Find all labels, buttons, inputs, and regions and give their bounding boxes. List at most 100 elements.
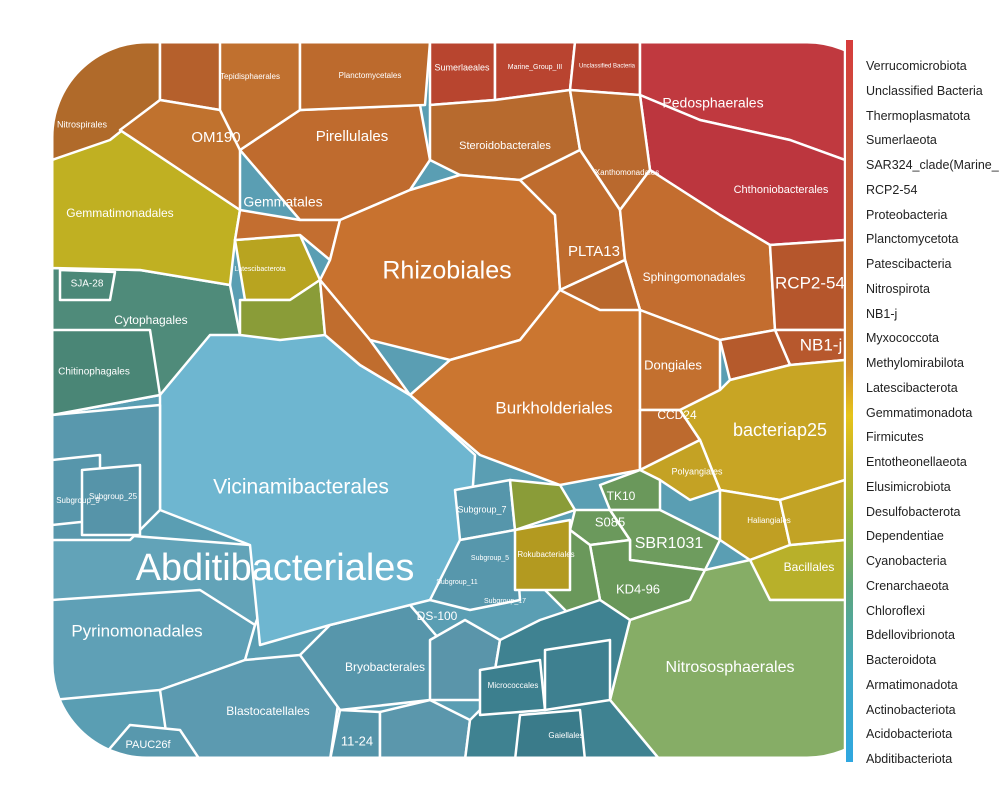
label-bryobacterales: Bryobacterales — [345, 660, 425, 674]
label-unclassified: Unclassified Bacteria — [579, 64, 636, 70]
label-nitrospirales: Nitrospirales — [57, 119, 108, 129]
label-latescibacterota: Latescibacterota — [234, 266, 285, 273]
label-subgroup11: Subgroup_11 — [436, 579, 478, 586]
cell-tk10[interactable] — [598, 468, 662, 512]
legend-item: Myxococcota — [866, 331, 939, 346]
cell-rokubacteriales[interactable] — [513, 518, 572, 592]
label-blastocatellales: Blastocatellales — [226, 704, 309, 718]
label-polyangiales: Polyangiales — [671, 466, 723, 476]
cell-actino-small[interactable] — [543, 638, 612, 712]
label-sbr1031: SBR1031 — [635, 535, 704, 552]
label-marine-group: Marine_Group_III — [508, 64, 563, 71]
cell-sja28[interactable] — [58, 268, 117, 302]
label-kd496: KD4-96 — [616, 581, 660, 596]
cell-subgroup25[interactable] — [80, 463, 142, 537]
label-plta13: PLTA13 — [568, 243, 620, 260]
label-steroidobacterales: Steroidobacterales — [459, 140, 551, 152]
cell-center-small2[interactable] — [558, 258, 642, 312]
label-nb1j: NB1-j — [800, 335, 843, 354]
label-chthoniobacterales: Chthoniobacterales — [734, 184, 829, 196]
legend-item: Abditibacteriota — [866, 752, 953, 766]
label-pirellulales: Pirellulales — [316, 128, 389, 145]
label-pauc26f: PAUC26f — [125, 739, 171, 751]
legend-item: RCP2-54 — [866, 182, 918, 197]
label-nitrososphaerales: Nitrososphaerales — [666, 659, 795, 676]
label-bacteriap25: bacteriap25 — [733, 420, 827, 440]
legend-item: Elusimicrobiota — [866, 479, 951, 494]
cell-center-small[interactable] — [318, 278, 412, 397]
label-chitinophagales: Chitinophagales — [58, 367, 130, 378]
legend-item: Armatimonadota — [866, 677, 958, 692]
legend-item: Patescibacteria — [866, 257, 952, 271]
legend-color-bar — [846, 40, 853, 762]
legend-item: Bacteroidota — [866, 653, 937, 667]
legend-item: Acidobacteriota — [866, 727, 953, 742]
legend-item: Thermoplasmatota — [866, 108, 971, 123]
label-sja28: SJA-28 — [71, 279, 104, 290]
label-abditibacteriales: Abditibacteriales — [136, 547, 415, 589]
label-vicinamibacterales: Vicinamibacterales — [213, 476, 389, 499]
label-pyrinomonadales: Pyrinomonadales — [71, 621, 202, 640]
label-bacillales: Bacillales — [784, 560, 835, 574]
label-subgroup7: Subgroup_7 — [457, 504, 506, 514]
label-s085: S085 — [595, 514, 625, 529]
cell-gaiellales[interactable] — [513, 708, 587, 760]
legend-item: Dependentiae — [866, 529, 944, 544]
legend-item: Proteobacteria — [866, 207, 948, 222]
label-rhizobiales: Rhizobiales — [382, 257, 511, 285]
label-cytophagales: Cytophagales — [114, 313, 187, 327]
legend-item: Unclassified Bacteria — [866, 83, 983, 98]
legend-item: Sumerlaeota — [866, 133, 937, 148]
legend-item: Verrucomicrobiota — [866, 59, 967, 73]
label-xanthomonadales: Xanthomonadales — [595, 168, 660, 177]
legend-item: Bdellovibrionota — [866, 628, 955, 643]
legend-item: Nitrospirota — [866, 281, 930, 296]
voronoi-treemap: Abditibacteriales Pyrinomonadales Blasto… — [50, 40, 845, 760]
legend-item: Methylomirabilota — [866, 356, 964, 370]
cell-planctomycetales[interactable] — [298, 42, 432, 112]
label-rcp254: RCP2-54 — [775, 273, 845, 292]
label-ccd24: CCD24 — [657, 408, 697, 422]
label-1124: 11-24 — [341, 733, 373, 748]
cell-chitinophagales[interactable] — [52, 328, 162, 417]
label-subgroup5: Subgroup_5 — [471, 555, 509, 562]
label-tk10: TK10 — [607, 489, 636, 503]
label-sphingomonadales: Sphingomonadales — [643, 270, 746, 284]
label-om190: OM190 — [191, 129, 240, 146]
legend-item: Crenarchaeota — [866, 578, 949, 593]
legend-item: Chloroflexi — [866, 603, 926, 618]
legend-item: Firmicutes — [866, 430, 924, 445]
label-rokubacteriales: Rokubacteriales — [517, 550, 574, 559]
treemap-frame — [50, 40, 845, 760]
legend-item: Latescibacterota — [866, 380, 958, 395]
legend-item: Planctomycetota — [866, 232, 959, 247]
legend-item: SAR324_clade(Marine_ — [866, 158, 999, 172]
label-subgroup25: Subgroup_25 — [89, 492, 138, 501]
legend-item: Entotheonellaeota — [866, 455, 967, 469]
label-gemmatimonadales: Gemmatimonadales — [66, 206, 173, 220]
label-subgroup9: Subgroup_9 — [56, 496, 100, 505]
cell-sumerlaeales[interactable] — [428, 42, 497, 107]
cell-pauc26f[interactable] — [98, 723, 202, 760]
legend-item: Gemmatimonadota — [866, 405, 973, 420]
label-gaiellales: Gaiellales — [548, 731, 583, 740]
label-sumerlaeales: Sumerlaeales — [434, 62, 490, 72]
cell-subgroup-mid[interactable] — [428, 528, 522, 612]
cell-tepidisphaerales[interactable] — [218, 42, 302, 152]
cell-lineage[interactable] — [508, 478, 577, 532]
label-ds100: DS-100 — [417, 609, 458, 623]
label-burkholderiales: Burkholderiales — [495, 398, 612, 417]
labels: Abditibacteriales Pyrinomonadales Blasto… — [56, 62, 845, 751]
legend: Verrucomicrobiota Unclassified Bacteria Th… — [846, 40, 1000, 770]
legend-item: Cyanobacteria — [866, 554, 947, 568]
legend-item: NB1-j — [866, 306, 898, 321]
label-micrococcales: Micrococcales — [488, 681, 539, 690]
cell-rcp254[interactable] — [768, 238, 845, 332]
label-planctomycetales: Planctomycetales — [339, 71, 402, 80]
label-subgroup17: Subgroup_17 — [484, 598, 526, 605]
label-pedosphaerales: Pedosphaerales — [662, 95, 763, 111]
cell-gold-right[interactable] — [778, 478, 845, 547]
legend-item: Actinobacteriota — [866, 702, 956, 717]
legend-item: Desulfobacterota — [866, 504, 961, 519]
label-dongiales: Dongiales — [644, 357, 702, 372]
